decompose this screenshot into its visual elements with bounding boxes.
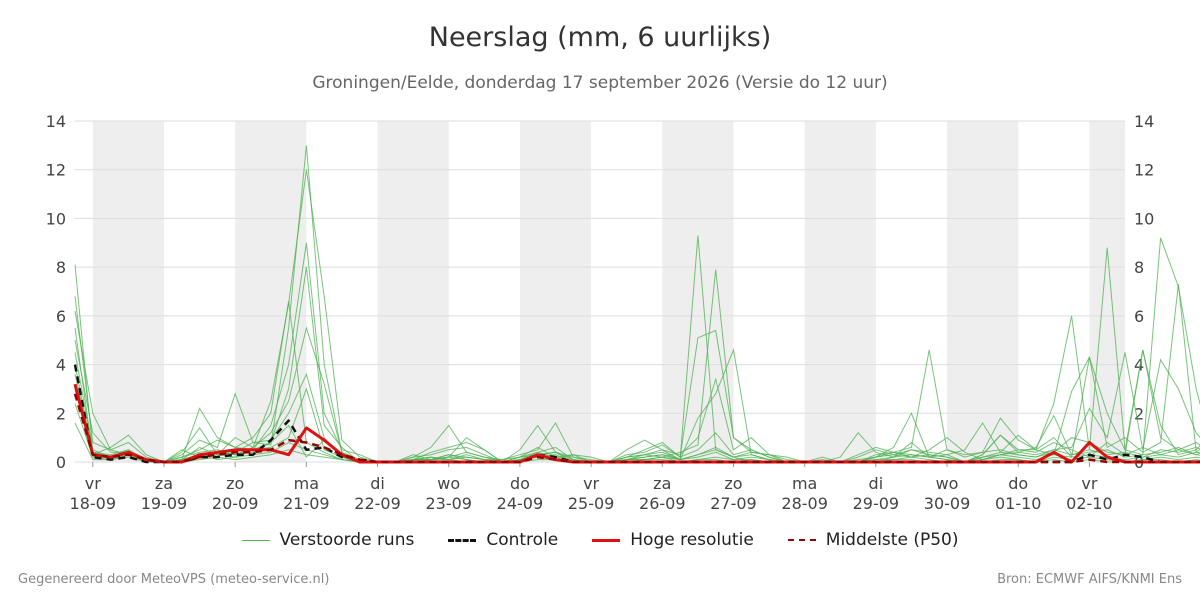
weekend-band-6 — [947, 121, 1019, 462]
x-tick-day-27-09: zo — [724, 474, 742, 493]
x-tick-date-20-09: 20-09 — [212, 494, 259, 513]
chart-title: Neerslag (mm, 6 uurlijks) — [428, 22, 772, 53]
x-tick-date-19-09: 19-09 — [141, 494, 188, 513]
x-tick-day-23-09: wo — [437, 474, 460, 493]
weekend-band-2 — [377, 121, 449, 462]
weekend-bands — [92, 121, 1125, 462]
y-axis-left: 0 2 4 6 8 10 12 14 — [46, 112, 66, 472]
x-axis: vr18-09za19-09zo20-09ma21-09di22-09wo23-… — [70, 462, 1113, 513]
legend-label-ensemble: Verstoorde runs — [279, 530, 415, 550]
main-lines — [73, 364, 1200, 464]
legend-item-ensemble[interactable]: Verstoorde runs — [241, 530, 415, 550]
x-tick-day-29-09: di — [869, 474, 884, 493]
legend-label-hres: Hoge resolutie — [630, 530, 754, 550]
x-tick-date-29-09: 29-09 — [853, 494, 900, 513]
y-tick-label-left-8: 8 — [56, 258, 66, 277]
x-tick-day-18-09: vr — [85, 474, 101, 493]
x-tick-day-25-09: vr — [583, 474, 599, 493]
footer-source: Bron: ECMWF AIFS/KNMI Ens — [997, 572, 1182, 587]
weekend-band-7 — [1089, 121, 1125, 462]
y-tick-label-left-2: 2 — [56, 404, 66, 423]
weekend-band-3 — [519, 121, 592, 462]
y-tick-label-left-12: 12 — [46, 161, 66, 180]
weekend-band-1 — [235, 121, 307, 462]
legend-item-p50[interactable]: Middelste (P50) — [787, 530, 959, 550]
y-tick-label-right-14: 14 — [1134, 112, 1154, 131]
x-tick-date-28-09: 28-09 — [781, 494, 828, 513]
y-tick-label-right-4: 4 — [1134, 356, 1144, 375]
x-tick-day-28-09: ma — [792, 474, 817, 493]
x-tick-date-26-09: 26-09 — [639, 494, 686, 513]
footer-generated-by: Gegenereerd door MeteoVPS (meteo-service… — [18, 572, 330, 587]
y-tick-label-right-6: 6 — [1134, 307, 1144, 326]
x-tick-date-22-09: 22-09 — [354, 494, 401, 513]
x-tick-date-30-09: 30-09 — [924, 494, 971, 513]
x-tick-day-24-09: do — [510, 474, 530, 493]
legend-swatch-hres — [592, 538, 621, 542]
weekend-band-0 — [92, 121, 164, 462]
legend-item-hres[interactable]: Hoge resolutie — [592, 530, 754, 550]
p50-line — [73, 393, 1200, 464]
legend-swatch-p50 — [787, 539, 816, 541]
x-tick-date-01-10: 01-10 — [995, 494, 1042, 513]
legend-label-p50: Middelste (P50) — [825, 530, 959, 550]
legend-label-control: Controle — [486, 530, 559, 550]
legend-swatch-ensemble — [241, 539, 270, 541]
x-tick-date-25-09: 25-09 — [568, 494, 615, 513]
x-tick-day-19-09: za — [155, 474, 173, 493]
y-tick-label-left-0: 0 — [56, 453, 66, 472]
x-tick-day-30-09: wo — [936, 474, 959, 493]
x-tick-day-22-09: di — [370, 474, 385, 493]
y-tick-label-left-10: 10 — [46, 209, 66, 228]
x-tick-day-02-10: vr — [1081, 474, 1097, 493]
y-tick-label-left-4: 4 — [56, 356, 66, 375]
x-tick-date-02-10: 02-10 — [1066, 494, 1113, 513]
x-tick-day-26-09: za — [653, 474, 671, 493]
y-tick-label-left-14: 14 — [46, 112, 66, 131]
legend: Verstoorde runs Controle Hoge resolutie … — [0, 530, 1200, 550]
legend-item-control[interactable]: Controle — [448, 530, 558, 550]
x-tick-date-23-09: 23-09 — [425, 494, 472, 513]
ensemble-line-5 — [74, 326, 1200, 463]
legend-swatch-control — [448, 538, 477, 542]
y-tick-label-right-2: 2 — [1134, 404, 1144, 423]
x-tick-day-20-09: zo — [226, 474, 244, 493]
y-tick-label-right-12: 12 — [1134, 161, 1154, 180]
weekend-band-4 — [662, 121, 734, 462]
y-tick-label-left-6: 6 — [56, 307, 66, 326]
weekend-band-5 — [804, 121, 876, 462]
y-tick-label-right-8: 8 — [1134, 258, 1144, 277]
chart-subtitle: Groningen/Eelde, donderdag 17 september … — [312, 73, 888, 93]
x-tick-date-21-09: 21-09 — [283, 494, 330, 513]
x-tick-date-27-09: 27-09 — [710, 494, 757, 513]
x-tick-date-24-09: 24-09 — [497, 494, 544, 513]
x-tick-date-18-09: 18-09 — [70, 494, 117, 513]
hres-line — [73, 383, 1200, 464]
x-tick-day-01-10: do — [1008, 474, 1028, 493]
ensemble-line-2 — [74, 169, 1200, 463]
y-tick-label-right-10: 10 — [1134, 209, 1154, 228]
x-tick-day-21-09: ma — [294, 474, 319, 493]
